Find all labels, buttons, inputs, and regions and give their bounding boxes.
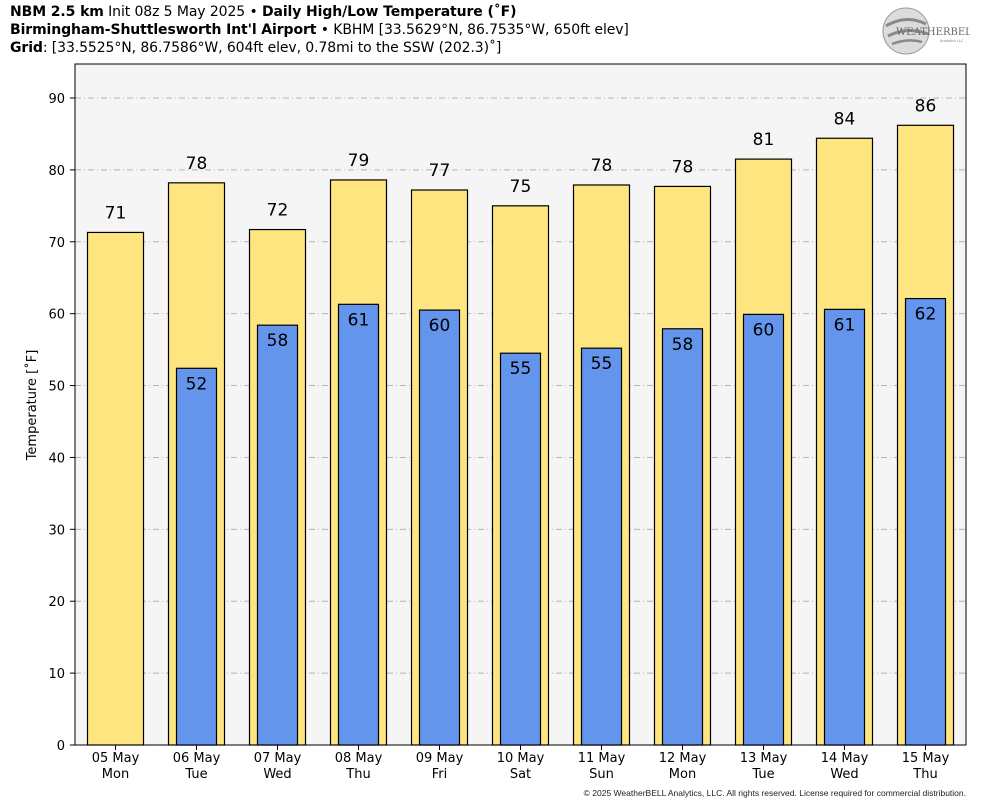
x-tick-label-day: Wed — [263, 767, 291, 782]
low-temp-label: 61 — [348, 310, 370, 330]
y-tick-label: 50 — [48, 380, 65, 395]
high-temp-label: 78 — [672, 157, 694, 177]
high-temp-label: 84 — [834, 109, 856, 129]
x-tick-label-date: 08 May — [335, 751, 383, 766]
x-tick-label-date: 15 May — [902, 751, 950, 766]
low-temp-label: 55 — [591, 354, 613, 374]
x-tick-label-day: Fri — [432, 767, 448, 782]
low-temp-bar — [337, 303, 380, 746]
y-tick-label: 10 — [48, 667, 65, 682]
x-tick-label-date: 10 May — [497, 751, 545, 766]
x-tick-label-date: 06 May — [173, 751, 221, 766]
low-temp-bar — [904, 297, 947, 746]
x-tick-label-day: Sat — [510, 767, 531, 782]
x-tick-label-day: Sun — [589, 767, 614, 782]
weatherbell-logo: WEATHERBELL Analytics LLC — [882, 7, 970, 55]
data-labels: 71 78 52 72 58 79 61 77 60 75 55 78 55 78 58 81 60 84 61 86… — [105, 96, 937, 394]
x-tick-label-day: Mon — [102, 767, 129, 782]
model-name: NBM 2.5 km — [10, 4, 104, 20]
low-temp-bar — [499, 352, 542, 746]
y-tick-label: 40 — [48, 451, 65, 466]
x-tick-label-day: Thu — [912, 767, 937, 782]
product-name: Daily High/Low Temperature (˚F) — [261, 4, 517, 20]
low-temp-bar — [580, 347, 623, 746]
header-line-station: Birmingham-Shuttlesworth Int'l Airport •… — [10, 22, 629, 38]
copyright-footer: © 2025 WeatherBELL Analytics, LLC. All r… — [583, 788, 966, 798]
logo-text: WEATHERBELL — [896, 27, 970, 38]
x-tick-label-date: 05 May — [92, 751, 140, 766]
init-time: Init 08z 5 May 2025 — [108, 4, 246, 20]
low-temp-label: 60 — [753, 320, 775, 340]
low-temp-label: 52 — [186, 374, 208, 394]
station-info: KBHM [33.5629°N, 86.7535°W, 650ft elev] — [333, 22, 629, 38]
plot-frame — [74, 63, 967, 746]
station-name: Birmingham-Shuttlesworth Int'l Airport — [10, 22, 317, 38]
high-temp-bar — [86, 231, 145, 746]
x-tick-label-day: Wed — [830, 767, 858, 782]
x-tick-label-day: Tue — [751, 767, 774, 782]
separator-bullet: • — [249, 4, 258, 20]
bars — [86, 124, 955, 746]
grid-info: : [33.5525°N, 86.7586°W, 604ft elev, 0.7… — [42, 40, 502, 56]
low-temp-label: 58 — [267, 331, 289, 351]
high-temp-label: 78 — [186, 154, 208, 174]
low-temp-label: 62 — [915, 305, 937, 325]
high-temp-label: 81 — [753, 130, 775, 150]
low-temp-bar — [823, 308, 866, 746]
high-temp-label: 78 — [591, 156, 613, 176]
y-tick-label: 30 — [48, 523, 65, 538]
low-temp-bar — [742, 313, 785, 746]
grid-label: Grid — [10, 40, 43, 56]
x-tick-label-day: Thu — [345, 767, 370, 782]
low-temp-label: 58 — [672, 335, 694, 355]
y-tick-label: 70 — [48, 236, 65, 251]
low-temp-bar — [661, 328, 704, 746]
x-tick-label-date: 11 May — [578, 751, 626, 766]
x-tick-label-date: 09 May — [416, 751, 464, 766]
x-tick-label-day: Mon — [669, 767, 696, 782]
high-temp-label: 79 — [348, 151, 370, 171]
y-tick-label: 0 — [57, 739, 65, 754]
low-temp-bar — [418, 309, 461, 746]
logo-subtext: Analytics LLC — [940, 39, 964, 43]
low-temp-bar — [256, 324, 299, 746]
y-axis-label: Temperature [˚F] — [24, 350, 40, 462]
header-line-grid: Grid: [33.5525°N, 86.7586°W, 604ft elev,… — [10, 40, 501, 56]
x-tick-label-day: Tue — [184, 767, 207, 782]
low-temp-bar — [175, 367, 218, 746]
high-temp-label: 86 — [915, 96, 937, 116]
separator-bullet: • — [320, 22, 329, 38]
low-temp-label: 61 — [834, 315, 856, 335]
high-temp-label: 75 — [510, 177, 532, 197]
high-temp-label: 71 — [105, 203, 127, 223]
x-tick-label-date: 13 May — [740, 751, 788, 766]
x-tick-label-date: 12 May — [659, 751, 707, 766]
y-tick-label: 60 — [48, 308, 65, 323]
x-tick-label-date: 14 May — [821, 751, 869, 766]
x-tick-label-date: 07 May — [254, 751, 302, 766]
high-temp-label: 77 — [429, 161, 451, 181]
y-tick-label: 90 — [48, 92, 65, 107]
low-temp-label: 60 — [429, 316, 451, 336]
low-temp-label: 55 — [510, 359, 532, 379]
high-temp-label: 72 — [267, 201, 289, 221]
y-tick-label: 80 — [48, 164, 65, 179]
y-tick-label: 20 — [48, 595, 65, 610]
header-line-model: NBM 2.5 km Init 08z 5 May 2025 • Daily H… — [10, 4, 517, 20]
